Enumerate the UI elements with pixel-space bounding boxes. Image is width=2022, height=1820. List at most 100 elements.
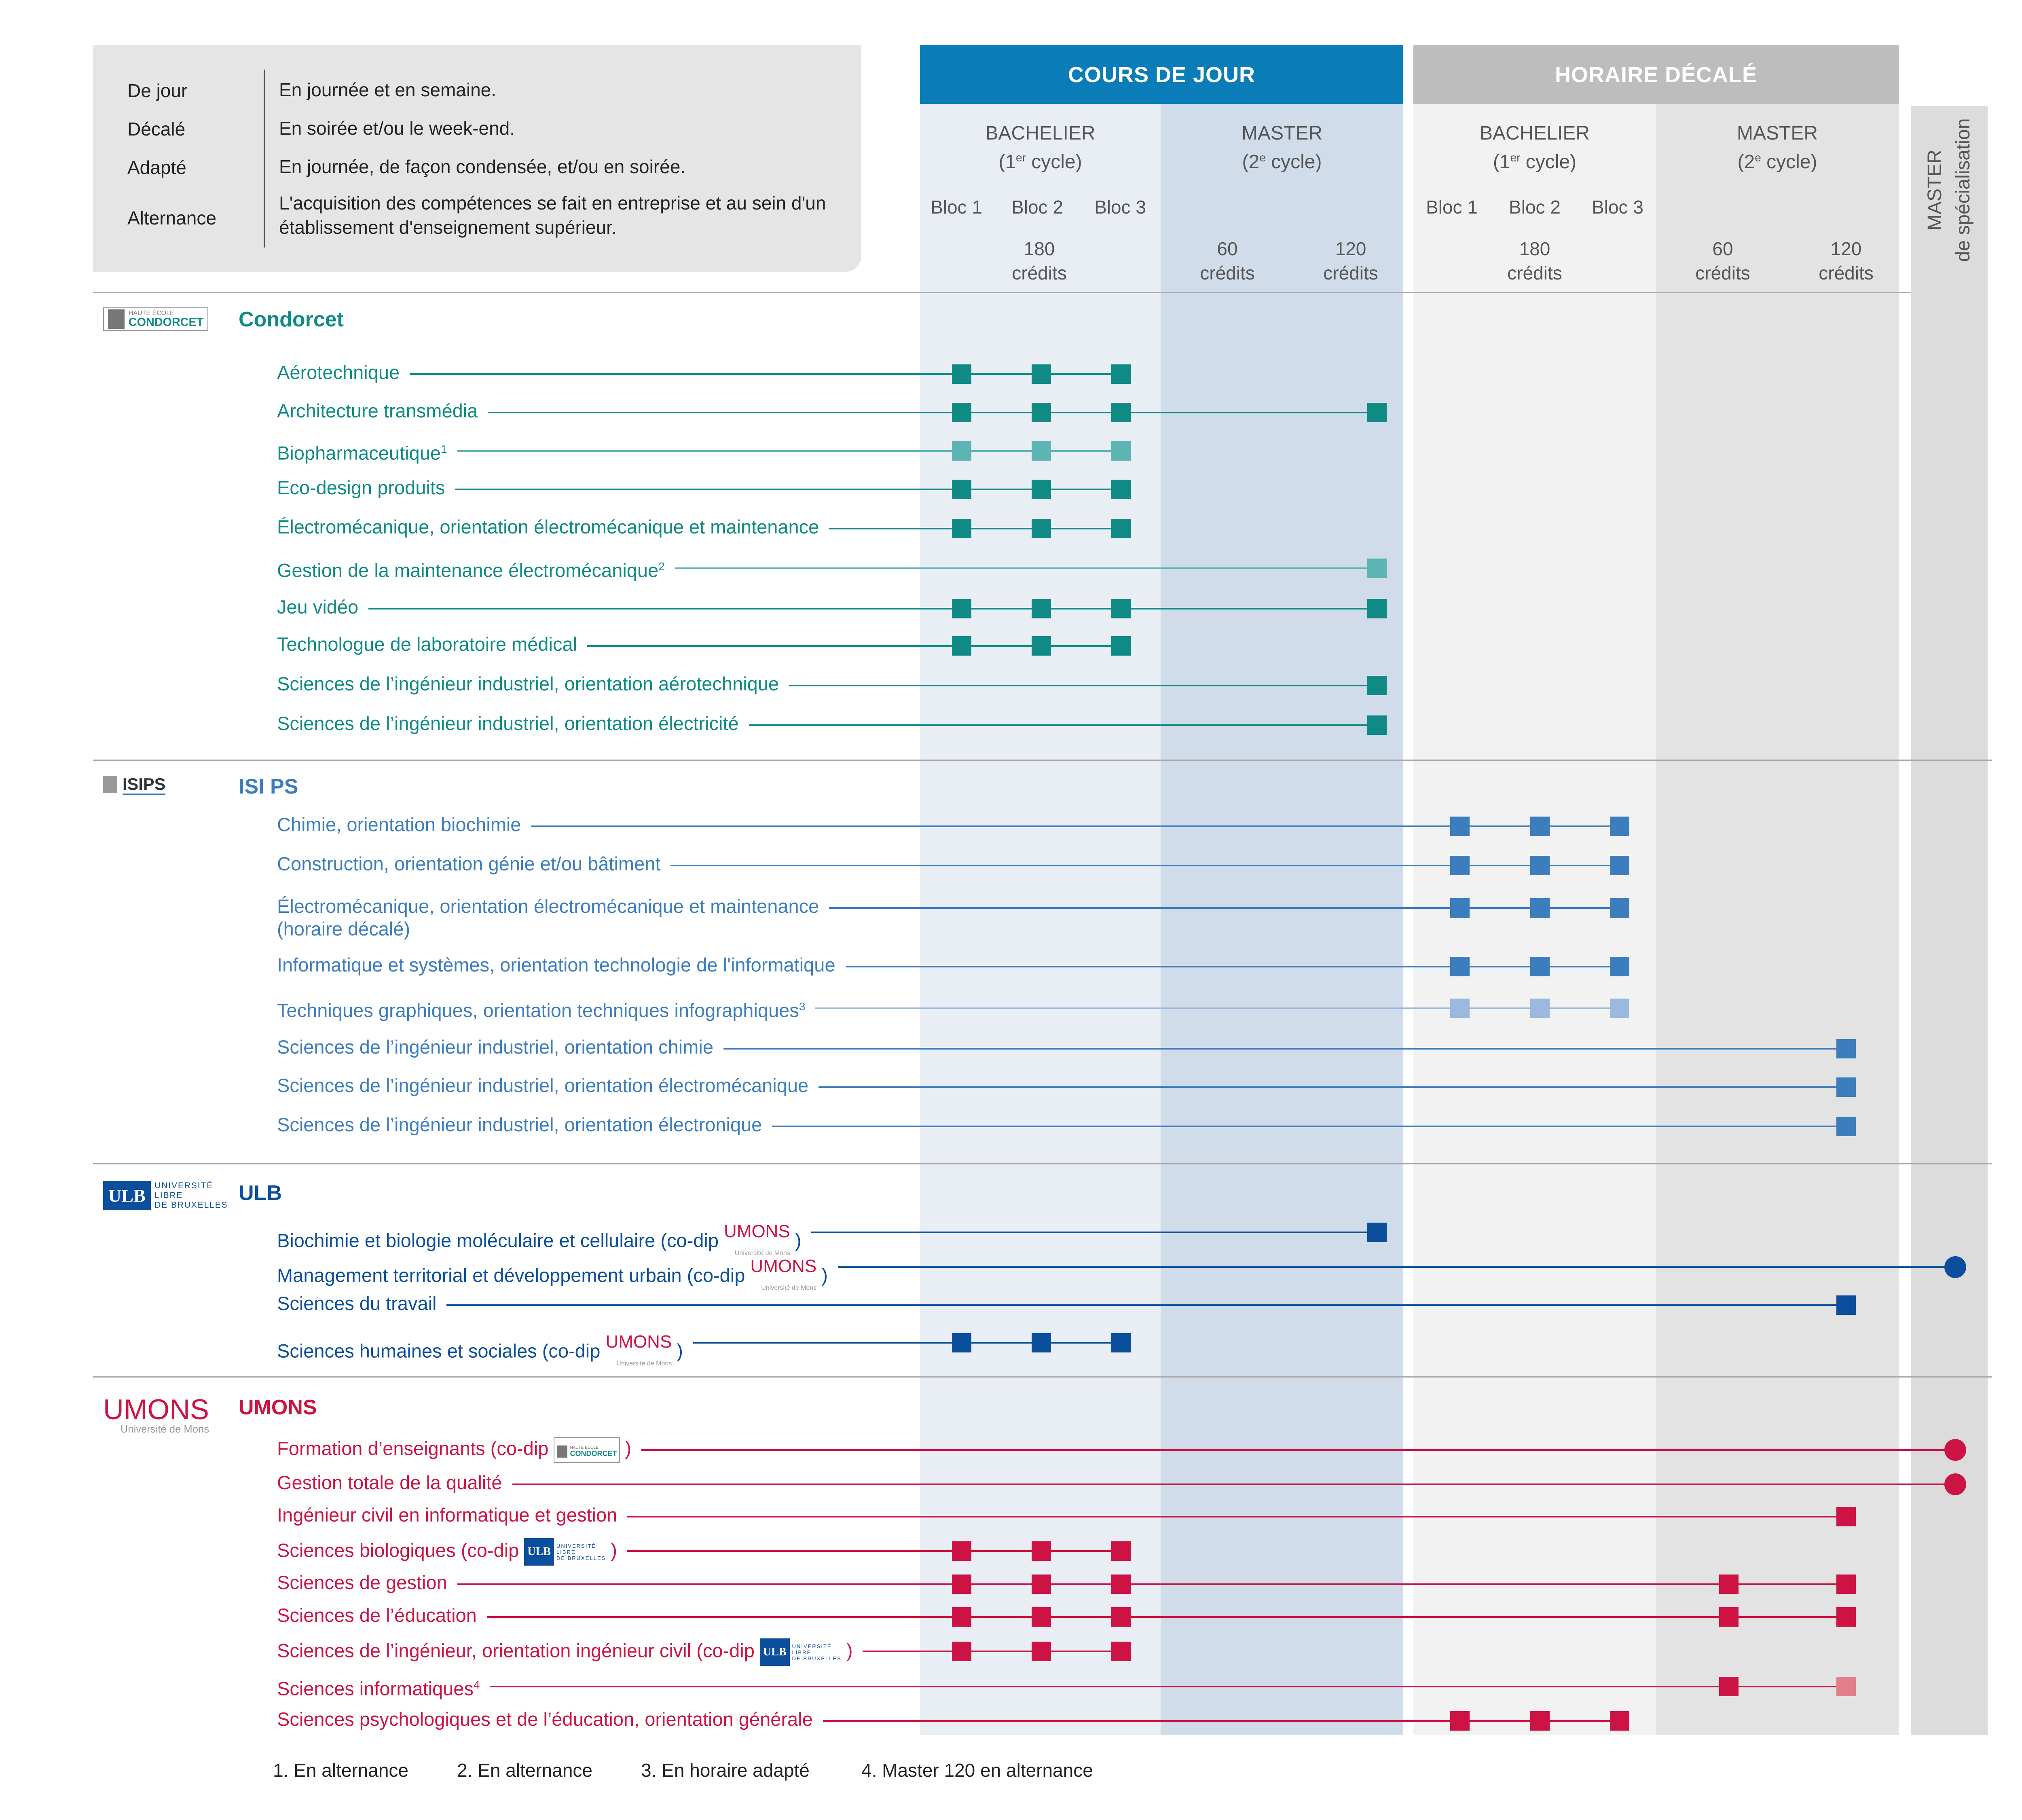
programme-label[interactable]: Sciences informatiques4: [277, 1674, 480, 1700]
programme-label[interactable]: Techniques graphiques, orientation techn…: [277, 995, 805, 1022]
programme-square: [1032, 364, 1051, 384]
programme-label[interactable]: Gestion de la maintenance électromécaniq…: [277, 555, 665, 582]
programme-square: [1367, 676, 1387, 695]
connector-line: [819, 1086, 1846, 1088]
programme-name: Architecture transmédia: [277, 400, 478, 421]
section-title: ISI PS: [239, 775, 298, 798]
col-master-jour: MASTER (2e cycle): [1161, 121, 1403, 174]
codip-close: ): [846, 1640, 853, 1661]
programme-label[interactable]: Architecture transmédia: [277, 400, 478, 422]
programme-label[interactable]: Aérotechnique: [277, 361, 400, 384]
connector-line: [829, 528, 1121, 529]
ulb-logo-badge: ULB: [524, 1538, 554, 1566]
programme-label[interactable]: Sciences du travail: [277, 1292, 436, 1315]
programme-name: Sciences de l’ingénieur industriel, orie…: [277, 1036, 713, 1058]
umons-logo-sub: Université de Mons: [120, 1424, 209, 1435]
programme-label[interactable]: Sciences de l’ingénieur industriel, orie…: [277, 673, 779, 695]
ulb-logo-badge: ULB: [759, 1638, 790, 1666]
connector-line: [627, 1516, 1846, 1517]
codip-close: ): [625, 1437, 632, 1459]
cycle-text: (2: [1737, 151, 1755, 173]
cycle-text: cycle): [1026, 151, 1082, 173]
programme-name: Gestion totale de la qualité: [277, 1472, 502, 1493]
programme-square: [1450, 817, 1470, 836]
connector-line: [490, 1686, 1846, 1687]
programme-label[interactable]: Informatique et systèmes, orientation te…: [277, 954, 835, 976]
programme-square: [1032, 1333, 1051, 1352]
programme-label[interactable]: Sciences de l’ingénieur industriel, orie…: [277, 712, 739, 735]
programme-label[interactable]: Chimie, orientation biochimie: [277, 813, 521, 836]
programme-square: [952, 1333, 971, 1352]
programme-label[interactable]: Sciences de l’ingénieur industriel, orie…: [277, 1074, 808, 1097]
footnote-ref: 3: [799, 1000, 806, 1013]
section-title: ULB: [239, 1181, 282, 1205]
programme-dot: [1944, 1439, 1966, 1461]
programme-label[interactable]: Sciences de l’ingénieur industriel, orie…: [277, 1036, 713, 1058]
ulb-logo-line: UNIVERSITÉ: [556, 1543, 596, 1549]
programme-label[interactable]: Sciences humaines et sociales (co-dip UM…: [277, 1330, 683, 1375]
col-cycle: (1er cycle): [1413, 146, 1656, 174]
bloc-label: Bloc 1: [931, 197, 982, 218]
programme-label[interactable]: Électromécanique, orientation électroméc…: [277, 895, 819, 940]
programme-label[interactable]: Sciences biologiques (co-dip ULB UNIVERSI…: [277, 1538, 617, 1566]
programme-label[interactable]: Technologue de laboratoire médical: [277, 633, 577, 656]
programme-label[interactable]: Sciences de l’éducation: [277, 1604, 477, 1627]
logo-condorcet: HAUTE ÉCOLE CONDORCET: [103, 307, 208, 331]
programme-square: [1610, 856, 1629, 875]
programme-label[interactable]: Biochimie et biologie moléculaire et cel…: [277, 1219, 801, 1265]
codip-close: ): [677, 1340, 683, 1362]
band-decale-bachelier: [1413, 103, 1656, 1735]
programme-name: Chimie, orientation biochimie: [277, 814, 521, 835]
condorcet-logo-text: HAUTE ÉCOLE CONDORCET: [129, 310, 204, 328]
condorcet-logo-main: CONDORCET: [570, 1449, 617, 1458]
programme-name: Sciences de l’ingénieur industriel, orie…: [277, 1075, 809, 1096]
programme-square: [1530, 999, 1550, 1018]
condorcet-mark-icon: [108, 309, 125, 329]
programme-square: [952, 441, 971, 461]
col-title: MASTER: [1241, 123, 1322, 144]
programme-label[interactable]: Sciences de gestion: [277, 1571, 447, 1594]
programme-square: [1450, 957, 1470, 976]
programme-square: [1836, 1607, 1856, 1627]
credits-120: 120 crédits: [1310, 237, 1391, 285]
programme-label[interactable]: Jeu vidéo: [277, 596, 358, 618]
legend-box: De jour En journée et en semaine. Décalé…: [93, 45, 861, 272]
programme-square: [1032, 1642, 1051, 1661]
programme-label[interactable]: Construction, orientation génie et/ou bâ…: [277, 853, 660, 875]
connector-line: [749, 724, 1377, 726]
credits-number: 60: [1712, 238, 1733, 259]
connector-line: [693, 1342, 1121, 1344]
programme-label[interactable]: Électromécanique, orientation électroméc…: [277, 516, 819, 538]
programme-label[interactable]: Biopharmaceutique1: [277, 438, 447, 465]
programme-square: [1032, 480, 1051, 499]
umons-logo: UMONS Université de Mons: [605, 1330, 672, 1375]
programme-label[interactable]: Sciences psychologiques et de l’éducatio…: [277, 1708, 813, 1731]
credits-number: 180: [1519, 238, 1550, 259]
programme-label[interactable]: Formation d’enseignants (co-dip HAUTE ÉC…: [277, 1437, 631, 1463]
connector-line: [838, 1266, 1955, 1268]
legend-definition: En soirée et/ou le week-end.: [279, 118, 515, 139]
connector-line: [670, 865, 1620, 866]
programme-name: Ingénieur civil en informatique et gesti…: [277, 1504, 618, 1526]
programme-label[interactable]: Eco-design produits: [277, 476, 445, 499]
programme-name: Sciences de gestion: [277, 1572, 447, 1593]
programme-label[interactable]: Management territorial et développement …: [277, 1254, 828, 1299]
credits-180: 180 crédits: [999, 237, 1080, 285]
programme-square: [1111, 1541, 1131, 1561]
programme-square: [1836, 1077, 1856, 1097]
programme-label[interactable]: Ingénieur civil en informatique et gesti…: [277, 1504, 617, 1526]
programme-name: Jeu vidéo: [277, 596, 359, 618]
bloc-label: Bloc 3: [1094, 197, 1146, 218]
programme-square: [952, 599, 971, 618]
credits-60: 60 crédits: [1682, 237, 1763, 285]
cycle-text: cycle): [1265, 151, 1322, 173]
programme-label[interactable]: Sciences de l’ingénieur industriel, orie…: [277, 1113, 762, 1136]
programme-label[interactable]: Gestion totale de la qualité: [277, 1471, 502, 1494]
footnote: 3. En horaire adapté: [641, 1760, 810, 1781]
ulb-logo-line: DE BRUXELLES: [556, 1555, 606, 1561]
col-title: MASTER: [1736, 123, 1818, 144]
programme-label[interactable]: Sciences de l’ingénieur, orientation ing…: [277, 1638, 852, 1666]
programme-square: [1836, 1575, 1856, 1594]
ulb-logo-line: DE BRUXELLES: [154, 1200, 228, 1210]
programme-square: [952, 1642, 971, 1661]
